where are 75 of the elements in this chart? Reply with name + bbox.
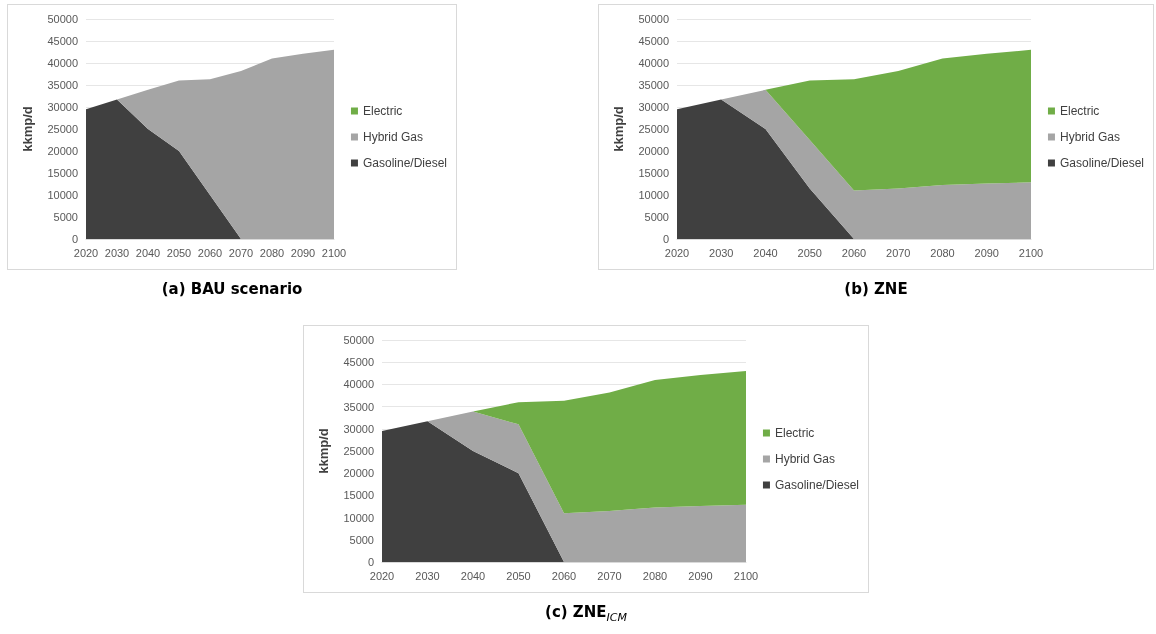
y-tick-label: 30000 [343, 422, 374, 435]
x-tick-label: 2090 [974, 246, 999, 259]
y-tick-label: 10000 [638, 189, 669, 201]
legend-label: Electric [362, 104, 403, 118]
x-tick-label: 2040 [460, 569, 486, 582]
y-tick-label: 15000 [638, 167, 669, 179]
x-tick-label: 2090 [688, 569, 713, 582]
y-tick-label: 45000 [638, 35, 669, 47]
text: (c) ZNE$_{ICM}$ [544, 603, 628, 624]
y-tick-label: 15000 [47, 167, 78, 179]
x-tick-label: 2060 [197, 246, 223, 259]
y-tick-label: 25000 [343, 445, 374, 457]
legend-label: Electric [774, 426, 815, 440]
y-tick-label: 35000 [47, 79, 78, 91]
x-tick-label: 2070 [886, 246, 911, 259]
y-tick-label: 25000 [638, 123, 669, 135]
x-tick-label: 2060 [841, 246, 867, 259]
x-tick-label: 2030 [709, 246, 734, 259]
y-tick-label: 40000 [638, 57, 669, 69]
x-tick-label: 2020 [664, 246, 690, 259]
y-tick-label: 35000 [638, 79, 669, 91]
y-tick-label: 40000 [47, 57, 78, 69]
y-tick-label: 5000 [53, 211, 78, 223]
legend-label: Hybrid Gas [774, 452, 835, 466]
y-tick-label: 50000 [47, 13, 78, 25]
y-tick-label: 20000 [638, 145, 669, 157]
y-tick-label: 50000 [638, 13, 669, 25]
y-axis-title: kkmp/d [20, 106, 35, 152]
x-tick-label: 2030 [104, 246, 130, 259]
text: (a) BAU scenario [160, 280, 304, 298]
x-tick-label: 2100 [1018, 246, 1044, 259]
y-tick-label: 0 [662, 233, 669, 245]
x-tick-label: 2050 [506, 569, 531, 582]
y-tick-label: 30000 [47, 101, 78, 113]
x-tick-label: 2050 [797, 246, 822, 259]
legend-label: Gasoline/Diesel [774, 478, 860, 492]
y-tick-label: 40000 [343, 378, 374, 391]
y-tick-label: 5000 [349, 533, 374, 546]
legend-label: Electric [1059, 104, 1100, 118]
y-tick-label: 10000 [47, 189, 78, 201]
y-tick-label: 30000 [638, 101, 669, 113]
x-tick-label: 2060 [551, 569, 577, 582]
legend-label: Hybrid Gas [1059, 130, 1120, 144]
x-tick-label: 2080 [930, 246, 955, 259]
y-tick-label: 20000 [343, 467, 374, 480]
y-tick-label: 25000 [47, 123, 78, 135]
x-tick-label: 2070 [597, 569, 622, 582]
x-tick-label: 2100 [733, 569, 759, 582]
x-tick-label: 2080 [259, 246, 285, 259]
y-tick-label: 5000 [644, 211, 669, 223]
x-tick-label: 2080 [642, 569, 668, 582]
legend-label: Gasoline/Diesel [1059, 156, 1145, 170]
x-tick-label: 2100 [321, 246, 347, 259]
x-tick-label: 2040 [753, 246, 778, 259]
x-tick-label: 2050 [166, 246, 192, 259]
y-tick-label: 15000 [343, 489, 374, 502]
y-axis-title: kkmp/d [316, 428, 331, 474]
x-tick-label: 2090 [290, 246, 316, 259]
legend-label: Gasoline/Diesel [362, 156, 448, 170]
y-tick-label: 0 [367, 556, 374, 568]
y-axis-title: kkmp/d [611, 106, 626, 152]
y-tick-label: 50000 [343, 334, 374, 346]
x-tick-label: 2020 [73, 246, 99, 259]
legend-label: Hybrid Gas [362, 130, 423, 144]
text: (b) ZNE [843, 280, 909, 298]
y-tick-label: 45000 [47, 35, 78, 47]
y-tick-label: 0 [71, 233, 78, 245]
x-tick-label: 2070 [228, 246, 254, 259]
y-tick-label: 10000 [343, 511, 374, 524]
x-tick-label: 2030 [415, 569, 440, 582]
x-tick-label: 2020 [369, 569, 395, 582]
y-tick-label: 20000 [47, 145, 78, 157]
y-tick-label: 45000 [343, 356, 374, 369]
x-tick-label: 2040 [135, 246, 161, 259]
y-tick-label: 35000 [343, 400, 374, 413]
